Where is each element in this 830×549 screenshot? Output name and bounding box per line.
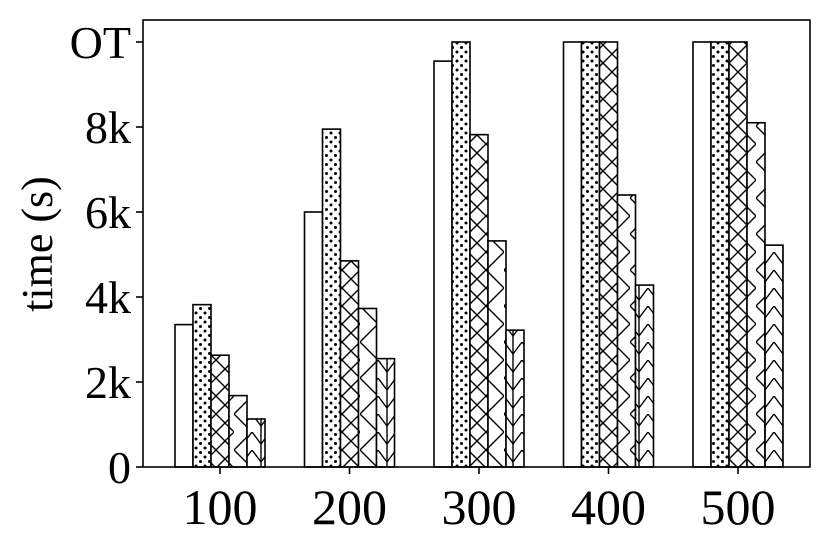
bar-100-series-2 xyxy=(192,303,212,468)
bar-100-series-3 xyxy=(210,354,230,468)
x-tick-label: 200 xyxy=(312,479,387,535)
y-tick-label: OT xyxy=(70,17,131,68)
bar-300-series-4 xyxy=(487,240,507,468)
bar-100-series-4 xyxy=(228,394,248,468)
bar-400-series-4 xyxy=(616,194,637,468)
bar-300-series-5 xyxy=(505,329,525,468)
bar-500-series-3 xyxy=(728,41,748,468)
x-tick-label: 500 xyxy=(701,479,776,535)
bar-400-series-5 xyxy=(634,284,655,468)
x-tick-label: 400 xyxy=(571,479,646,535)
y-axis-title: time (s) xyxy=(13,176,62,312)
x-tick-label: 100 xyxy=(183,479,258,535)
bar-200-series-1 xyxy=(303,211,324,468)
bar-400-series-1 xyxy=(562,41,583,468)
bar-400-series-3 xyxy=(598,41,619,468)
bar-500-series-1 xyxy=(692,41,712,468)
bar-300-series-1 xyxy=(433,60,453,468)
y-tick-label: 6k xyxy=(85,187,131,238)
bar-200-series-4 xyxy=(357,307,378,468)
plot-frame xyxy=(142,19,811,468)
ticks-group: 100 200 300 400 500 0 2k 4k 6k 8k OT xyxy=(70,17,776,535)
bar-100-series-5 xyxy=(246,418,266,468)
bar-100-series-1 xyxy=(174,323,194,468)
bar-200-series-2 xyxy=(321,128,342,468)
bar-400-series-2 xyxy=(580,41,601,468)
bar-200-series-3 xyxy=(339,260,360,468)
bar-300-series-3 xyxy=(469,133,489,468)
bar-500-series-5 xyxy=(764,244,784,468)
bar-500-series-2 xyxy=(710,41,730,468)
y-tick-label: 8k xyxy=(85,102,131,153)
y-tick-label: 2k xyxy=(85,357,131,408)
bar-200-series-5 xyxy=(375,357,396,468)
bar-300-series-2 xyxy=(451,41,471,468)
bars-group xyxy=(174,41,784,468)
bar-500-series-4 xyxy=(746,121,766,468)
y-tick-label: 0 xyxy=(108,442,131,493)
y-tick-label: 4k xyxy=(85,272,131,323)
x-tick-label: 300 xyxy=(442,479,517,535)
